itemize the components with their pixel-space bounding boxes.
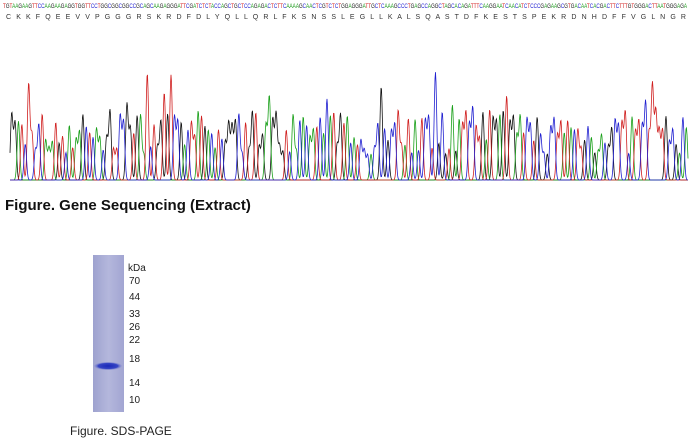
marker-label: 18 (129, 354, 141, 365)
marker-label: 14 (129, 378, 141, 389)
trace (10, 74, 688, 181)
protein-sequence: C K K F Q E E V V P G G G R S K R D F D … (6, 14, 686, 21)
sequencing-caption: Figure. Gene Sequencing (Extract) (5, 197, 251, 214)
marker-labels: 70 44 33 26 22 18 14 10 (129, 276, 141, 406)
protein-band (94, 362, 122, 370)
dna-sequence: TGTAAGAAGTTCCAAGAAGAGGTGGTTCCTGGCGGCGGCC… (3, 4, 687, 10)
chromatogram (9, 72, 689, 181)
marker-label: 44 (129, 292, 141, 303)
unit-label: kDa (128, 263, 146, 274)
gel-lane (93, 255, 124, 412)
marker-label: 22 (129, 335, 141, 346)
marker-label: 10 (129, 395, 141, 406)
marker-label: 26 (129, 322, 141, 333)
marker-label: 70 (129, 276, 141, 287)
trace (10, 72, 689, 181)
marker-label: 33 (129, 309, 141, 320)
gel-caption: Figure. SDS-PAGE (70, 424, 172, 438)
